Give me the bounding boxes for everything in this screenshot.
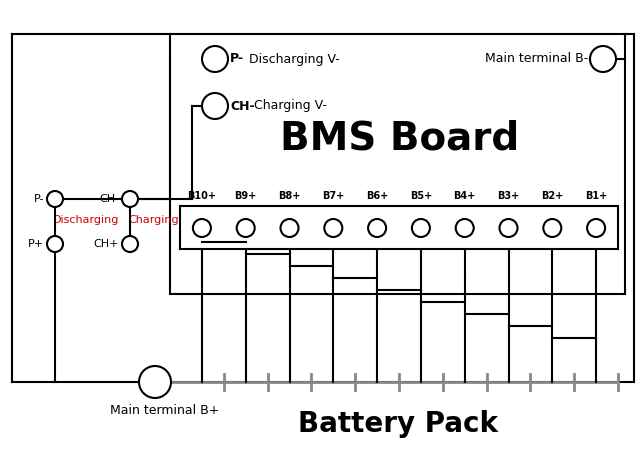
Circle shape <box>499 219 518 237</box>
Text: P-: P- <box>230 53 244 65</box>
Circle shape <box>324 219 342 237</box>
Text: CH+: CH+ <box>93 239 119 249</box>
Circle shape <box>202 93 228 119</box>
Circle shape <box>47 191 63 207</box>
Circle shape <box>122 236 138 252</box>
Bar <box>180 206 618 249</box>
Text: B9+: B9+ <box>235 191 257 201</box>
Circle shape <box>193 219 211 237</box>
Text: B8+: B8+ <box>278 191 301 201</box>
Text: Charging V-: Charging V- <box>250 99 327 113</box>
Circle shape <box>202 46 228 72</box>
Circle shape <box>47 236 63 252</box>
Text: CH-: CH- <box>230 99 255 113</box>
Circle shape <box>280 219 298 237</box>
Circle shape <box>139 366 171 398</box>
Circle shape <box>237 219 255 237</box>
Text: B4+: B4+ <box>454 191 476 201</box>
Circle shape <box>590 46 616 72</box>
Text: B6+: B6+ <box>366 191 388 201</box>
Circle shape <box>456 219 474 237</box>
Circle shape <box>368 219 386 237</box>
Text: B3+: B3+ <box>497 191 520 201</box>
Circle shape <box>543 219 561 237</box>
Text: Battery Pack: Battery Pack <box>298 410 498 438</box>
Text: Discharging: Discharging <box>53 215 120 225</box>
Circle shape <box>122 191 138 207</box>
Text: BMS Board: BMS Board <box>280 120 520 158</box>
Text: CH-: CH- <box>99 194 119 204</box>
Text: B1+: B1+ <box>585 191 607 201</box>
Text: P-: P- <box>33 194 44 204</box>
Text: B10+: B10+ <box>188 191 216 201</box>
Text: Discharging V-: Discharging V- <box>245 53 340 65</box>
Bar <box>170 34 625 294</box>
Text: B5+: B5+ <box>410 191 432 201</box>
Text: P+: P+ <box>28 239 44 249</box>
Text: Charging: Charging <box>128 215 179 225</box>
Circle shape <box>587 219 605 237</box>
Text: Main terminal B-: Main terminal B- <box>484 53 588 65</box>
Text: B7+: B7+ <box>322 191 344 201</box>
Circle shape <box>412 219 430 237</box>
Text: Main terminal B+: Main terminal B+ <box>110 404 220 417</box>
Text: B2+: B2+ <box>541 191 563 201</box>
